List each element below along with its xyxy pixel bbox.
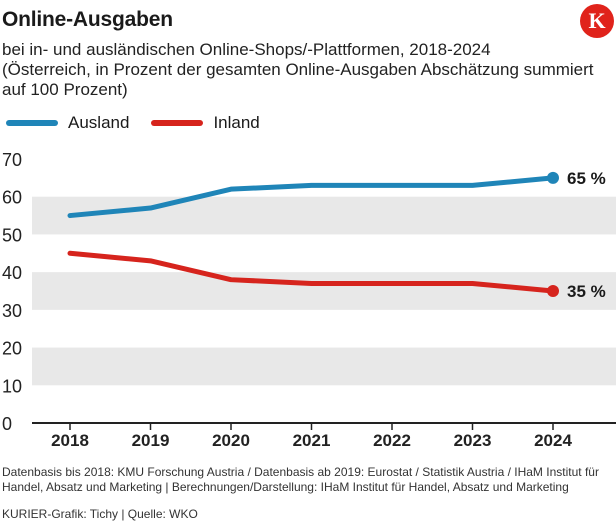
graphic-credit: KURIER-Grafik: Tichy | Quelle: WKO xyxy=(2,507,198,521)
x-tick-label: 2020 xyxy=(212,431,250,450)
series-endpoint-ausland xyxy=(547,171,559,184)
legend-item-ausland: Ausland xyxy=(6,113,129,133)
y-tick-label: 70 xyxy=(2,150,22,170)
x-tick-label: 2021 xyxy=(293,431,331,450)
series-end-label-inland: 35 % xyxy=(567,282,606,301)
y-tick-label: 60 xyxy=(2,188,22,208)
y-tick-label: 20 xyxy=(2,339,22,359)
y-tick-label: 50 xyxy=(2,225,22,245)
x-tick-label: 2024 xyxy=(534,431,572,450)
kurier-logo-icon: K xyxy=(580,4,614,38)
line-chart: 0 10 20 30 40 50 60 70 2018 2019 2020 2021 2022 2023 2… xyxy=(2,150,616,450)
y-tick-label: 30 xyxy=(2,301,22,321)
y-tick-label: 40 xyxy=(2,263,22,283)
series-endpoint-inland xyxy=(547,285,559,297)
y-tick-label: 0 xyxy=(2,414,12,434)
legend-label-inland: Inland xyxy=(213,113,260,132)
legend-label-ausland: Ausland xyxy=(68,113,130,132)
series-line-inland xyxy=(67,250,556,294)
subtitle-line-1: bei in- und ausländischen Online-Shops/-… xyxy=(2,40,491,59)
series-line-ausland xyxy=(67,175,556,219)
x-tick-label: 2022 xyxy=(373,431,411,450)
x-tick-label: 2018 xyxy=(51,431,89,450)
subtitle-line-3: auf 100 Prozent) xyxy=(2,80,128,99)
chart-title: Online-Ausgaben xyxy=(2,8,173,31)
grid-band xyxy=(32,347,616,386)
legend-swatch-inland xyxy=(151,120,204,126)
source-note: Datenbasis bis 2018: KMU Forschung Austr… xyxy=(2,465,614,495)
legend-swatch-ausland xyxy=(6,120,58,126)
series-end-label-ausland: 65 % xyxy=(567,169,606,188)
grid-band xyxy=(32,272,616,310)
x-tick-label: 2023 xyxy=(454,431,492,450)
legend-item-inland: Inland xyxy=(151,113,260,133)
subtitle-line-2: (Österreich, in Prozent der gesamten Onl… xyxy=(2,60,594,79)
x-tick-label: 2019 xyxy=(132,431,170,450)
source-line-1: Datenbasis bis 2018: KMU Forschung Austr… xyxy=(2,465,599,479)
y-tick-label: 10 xyxy=(2,376,22,396)
grid-band xyxy=(32,196,616,235)
chart-subtitle: bei in- und ausländischen Online-Shops/-… xyxy=(2,40,602,100)
source-line-2: Handel, Absatz und Marketing | Berechnun… xyxy=(2,480,569,494)
chart-legend: Ausland Inland xyxy=(6,112,282,134)
